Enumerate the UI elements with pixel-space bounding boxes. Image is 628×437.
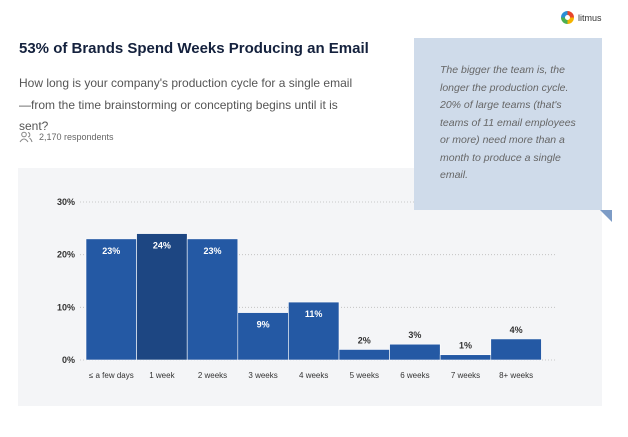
y-tick-label: 10% (57, 302, 75, 312)
litmus-logo: litmus (561, 11, 602, 24)
data-label: 11% (305, 309, 323, 319)
x-tick-label: 4 weeks (299, 371, 328, 380)
x-tick-label: 7 weeks (451, 371, 480, 380)
data-label: 23% (102, 246, 120, 256)
bar (288, 301, 340, 361)
data-label: 23% (203, 246, 221, 256)
survey-question: How long is your company's production cy… (19, 76, 353, 133)
page-title: 53% of Brands Spend Weeks Producing an E… (19, 40, 369, 57)
x-tick-label: 8+ weeks (499, 371, 533, 380)
x-tick-label: ≤ a few days (89, 371, 134, 380)
y-tick-label: 30% (57, 197, 75, 207)
data-label: 24% (153, 241, 171, 251)
x-tick-label: 5 weeks (350, 371, 379, 380)
people-icon (19, 131, 33, 143)
x-tick-label: 2 weeks (198, 371, 227, 380)
bar (439, 354, 492, 361)
bar (490, 338, 542, 361)
y-tick-label: 20% (57, 250, 75, 260)
bar (136, 233, 188, 361)
logo-text: litmus (578, 12, 602, 23)
y-tick-label: 0% (62, 355, 75, 365)
callout-box: The bigger the team is, the longer the p… (414, 38, 602, 210)
data-label: 9% (257, 320, 270, 330)
x-tick-label: 6 weeks (400, 371, 429, 380)
respondent-count: 2,170 respondents (19, 131, 114, 143)
respondents-label: 2,170 respondents (39, 132, 114, 142)
bar (389, 343, 441, 361)
bar (338, 349, 390, 361)
callout-fold (600, 210, 612, 222)
x-tick-label: 1 week (149, 371, 175, 380)
bar (85, 238, 137, 361)
data-label: 3% (408, 330, 421, 340)
bar (186, 238, 239, 361)
data-label: 2% (358, 335, 371, 345)
data-label: 1% (459, 341, 472, 351)
x-tick-label: 3 weeks (248, 371, 277, 380)
litmus-logo-icon (561, 11, 574, 24)
data-label: 4% (510, 325, 523, 335)
